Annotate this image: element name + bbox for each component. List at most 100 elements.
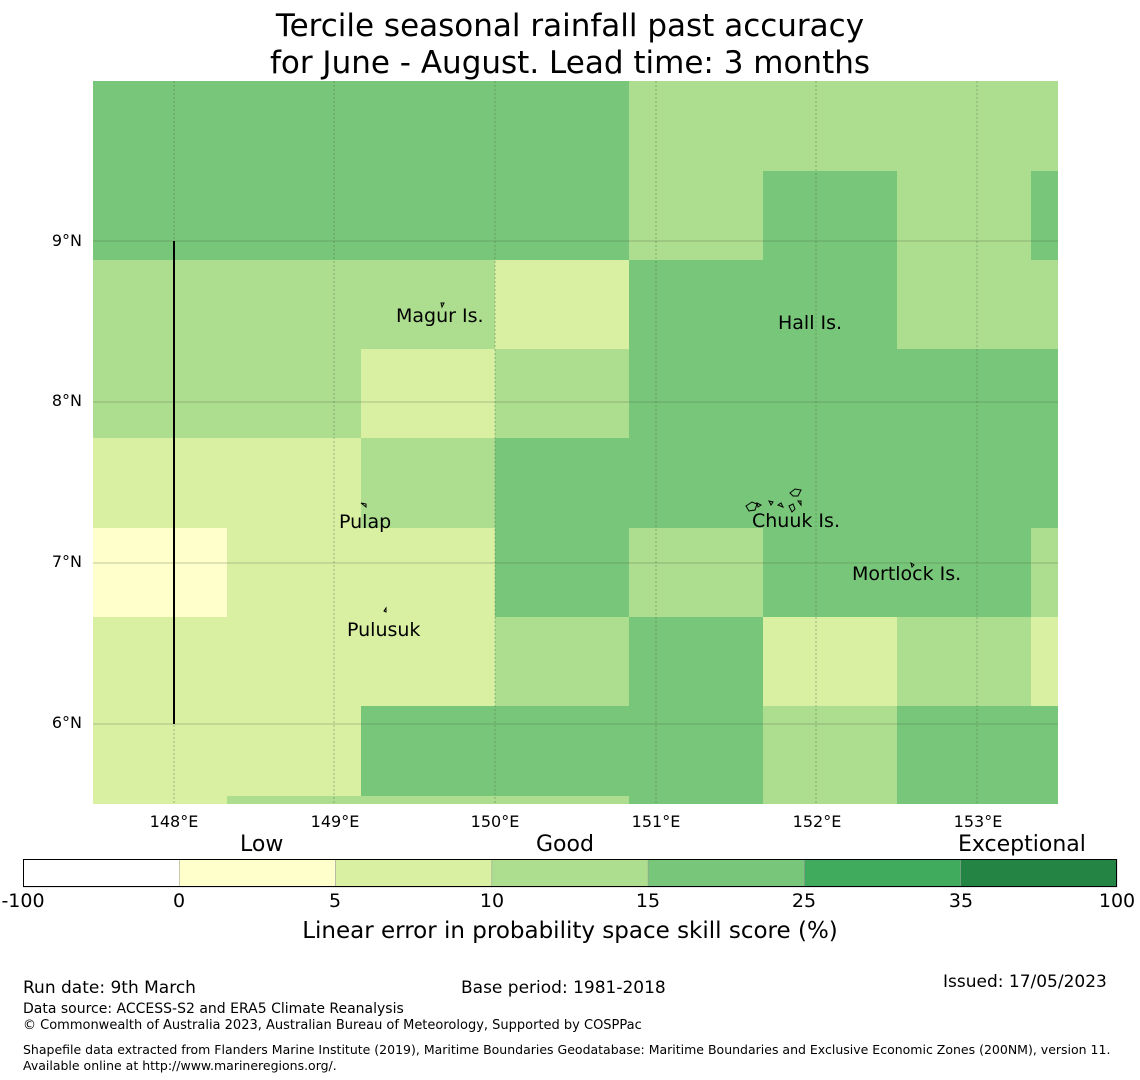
skill-cell xyxy=(361,528,496,618)
skill-cell xyxy=(629,349,764,439)
skill-cell xyxy=(897,260,1032,350)
skill-cell xyxy=(897,706,1032,797)
base-period: Base period: 1981-2018 xyxy=(461,978,666,998)
skill-cell xyxy=(1031,796,1058,804)
skill-cell xyxy=(227,81,362,172)
skill-cell xyxy=(495,706,630,797)
skill-cell xyxy=(763,706,898,797)
skill-cell xyxy=(495,81,630,172)
skill-cell xyxy=(629,796,764,804)
skill-cell xyxy=(1031,81,1058,172)
skill-cell xyxy=(763,617,898,707)
skill-cell xyxy=(629,617,764,707)
colorbar-segment xyxy=(179,859,336,888)
data-source: Data source: ACCESS-S2 and ERA5 Climate … xyxy=(23,1001,404,1017)
colorbar-tick-35: 35 xyxy=(948,890,974,912)
skill-cell xyxy=(495,438,630,529)
colorbar-tick-10: 10 xyxy=(479,890,505,912)
skill-cell xyxy=(93,260,228,350)
magur-island-shape xyxy=(440,302,445,309)
lon-label-149e: 149°E xyxy=(310,812,360,831)
colorbar-tick-25: 25 xyxy=(791,890,817,912)
skill-cell xyxy=(495,171,630,261)
colorbar-tick-minus100: -100 xyxy=(1,890,45,912)
skill-cell xyxy=(629,260,764,350)
colorbar-segment xyxy=(335,859,493,888)
skill-cell xyxy=(897,81,1032,172)
chart-title-line-1: Tercile seasonal rainfall past accuracy xyxy=(275,8,865,44)
place-chuuk: Chuuk Is. xyxy=(752,510,840,532)
skill-cell xyxy=(227,796,362,804)
colorbar-tick-15: 15 xyxy=(635,890,661,912)
lat-label-6n: 6°N xyxy=(51,713,82,732)
skill-cell xyxy=(897,617,1032,707)
skill-cell xyxy=(629,706,764,797)
skill-cell xyxy=(629,171,764,261)
skill-cell xyxy=(227,349,362,439)
skill-cell xyxy=(629,438,764,529)
colorbar-exceptional-word: Exceptional xyxy=(958,832,1086,857)
skill-cell xyxy=(1031,171,1058,261)
place-pulap: Pulap xyxy=(339,511,392,533)
skill-cell xyxy=(1031,438,1058,529)
shapefile-credit: Shapefile data extracted from Flanders M… xyxy=(23,1042,1111,1073)
skill-cell xyxy=(93,349,228,439)
skill-cell xyxy=(361,796,496,804)
lat-label-7n: 7°N xyxy=(51,552,82,571)
skill-cell xyxy=(361,260,496,350)
skill-cell xyxy=(763,349,898,439)
colorbar-segment xyxy=(804,859,961,888)
lat-label-8n: 8°N xyxy=(51,391,82,410)
colorbar-label: Linear error in probability space skill … xyxy=(302,918,838,944)
colorbar-segment xyxy=(960,859,1118,888)
pulusuk-island-shape xyxy=(383,606,387,613)
skill-cell xyxy=(495,617,630,707)
skill-cell xyxy=(361,171,496,261)
skill-cell xyxy=(1031,617,1058,707)
skill-cell xyxy=(227,528,362,618)
skill-cell xyxy=(763,528,898,618)
copyright: © Commonwealth of Australia 2023, Austra… xyxy=(23,1018,642,1033)
skill-cell xyxy=(495,349,630,439)
skill-cell xyxy=(93,171,228,261)
lon-label-148e: 148°E xyxy=(149,812,199,831)
chart-title-line-2: for June - August. Lead time: 3 months xyxy=(269,45,871,81)
colorbar-tick-100: 100 xyxy=(1098,890,1136,912)
run-date: Run date: 9th March xyxy=(23,978,196,998)
skill-cell xyxy=(227,260,362,350)
skill-cell xyxy=(93,528,228,618)
colorbar-segment xyxy=(23,859,180,888)
skill-cell xyxy=(93,617,228,707)
skill-cell xyxy=(93,81,228,172)
skill-cell xyxy=(227,438,362,529)
skill-cell xyxy=(763,796,898,804)
skill-cell xyxy=(897,528,1032,618)
skill-cell xyxy=(897,796,1032,804)
mortlock-island-shape xyxy=(910,561,915,568)
lon-label-151e: 151°E xyxy=(631,812,681,831)
skill-cell xyxy=(897,171,1032,261)
lon-label-152e: 152°E xyxy=(792,812,842,831)
issued-date: Issued: 17/05/2023 xyxy=(943,972,1107,992)
colorbar-tick-0: 0 xyxy=(172,890,186,912)
skill-cell xyxy=(763,81,898,172)
skill-map xyxy=(93,81,1058,804)
skill-cell xyxy=(1031,706,1058,797)
skill-cell xyxy=(1031,349,1058,439)
colorbar xyxy=(23,859,1118,888)
place-hall: Hall Is. xyxy=(778,312,843,334)
skill-cell xyxy=(361,438,496,529)
skill-cell xyxy=(93,796,228,804)
skill-cell xyxy=(495,796,630,804)
skill-cell xyxy=(1031,260,1058,350)
chuuk-island-shapes xyxy=(745,488,802,513)
skill-cell xyxy=(227,171,362,261)
skill-cell xyxy=(897,438,1032,529)
colorbar-good-word: Good xyxy=(536,832,594,857)
skill-cell xyxy=(361,349,496,439)
lon-label-150e: 150°E xyxy=(470,812,520,831)
colorbar-segment xyxy=(647,859,805,888)
skill-cell xyxy=(495,260,630,350)
colorbar-segment xyxy=(491,859,649,888)
skill-cell xyxy=(495,528,630,618)
